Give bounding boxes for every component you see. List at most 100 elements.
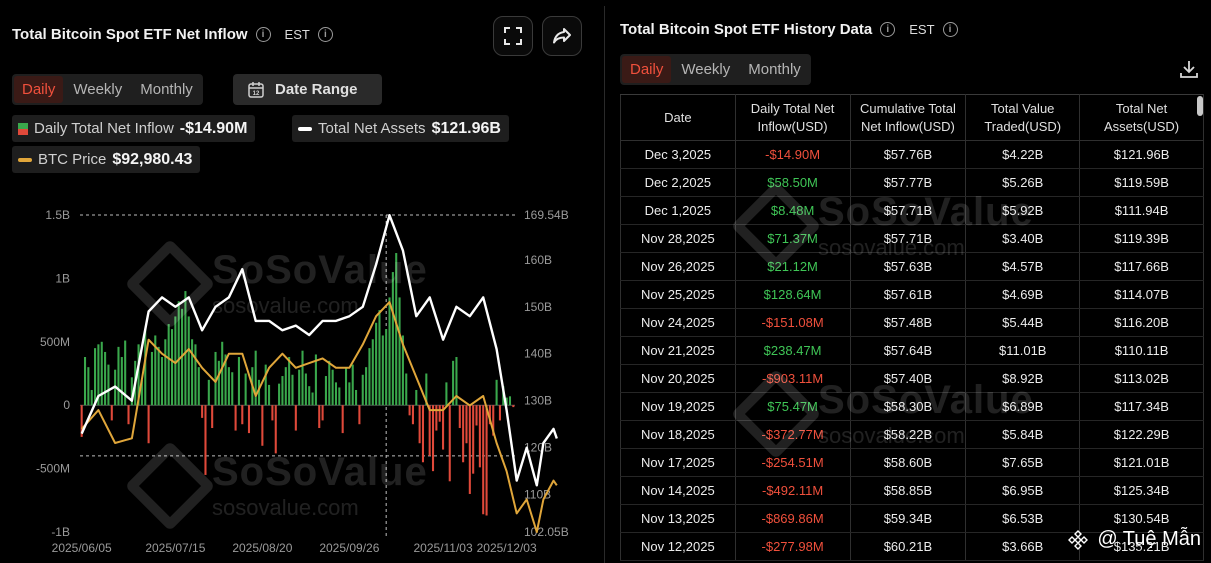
tab-monthly[interactable]: Monthly: [748, 61, 801, 78]
calendar-icon: 12: [248, 81, 264, 98]
inflow-bar: [104, 351, 107, 406]
table-row[interactable]: Dec 2,2025 $58.50M $57.77B $5.26B $119.59B: [620, 168, 1204, 197]
inflow-bar: [351, 364, 354, 406]
cell-net-assets: $122.29B: [1079, 420, 1204, 449]
table-row[interactable]: Nov 28,2025 $71.37M $57.71B $3.40B $119.39B: [620, 224, 1204, 253]
right-axis-tick-label: 160B: [524, 253, 552, 267]
tab-daily[interactable]: Daily: [14, 76, 64, 103]
timezone-info-icon[interactable]: i: [942, 22, 958, 37]
inflow-bar: [144, 329, 147, 406]
inflow-bar: [405, 373, 408, 406]
legend-btc-label: BTC Price: [38, 151, 107, 168]
inflow-bar: [83, 357, 87, 406]
inflow-bar: [398, 297, 401, 406]
inflow-bar: [120, 357, 123, 406]
inflow-bar: [314, 354, 317, 406]
inflow-bar: [268, 384, 271, 406]
col-value-traded[interactable]: Total Value Traded(USD): [965, 94, 1081, 141]
expand-button[interactable]: [493, 16, 533, 56]
inflow-bar: [318, 405, 321, 429]
table-row[interactable]: Nov 18,2025 -$372.77M $58.22B $5.84B $122.29…: [620, 420, 1204, 449]
inflow-bar: [281, 376, 284, 406]
x-axis-tick-label: 2025/08/20: [232, 541, 292, 555]
timezone-info-icon[interactable]: i: [317, 27, 333, 42]
tab-daily[interactable]: Daily: [622, 56, 672, 83]
cell-value-traded: $11.01B: [965, 336, 1081, 365]
inflow-bar: [348, 382, 351, 406]
inflow-bar: [321, 405, 324, 421]
table-header: Total Bitcoin Spot ETF History Data i ES…: [620, 21, 958, 38]
tab-weekly[interactable]: Weekly: [681, 61, 731, 78]
period-tabs: Daily Weekly Monthly: [12, 74, 203, 105]
col-date[interactable]: Date: [620, 94, 736, 141]
info-icon[interactable]: i: [880, 22, 896, 37]
cell-daily-inflow: $238.47M: [735, 336, 851, 365]
inflow-bar: [375, 322, 378, 406]
table-row[interactable]: Dec 1,2025 $8.48M $57.71B $5.92B $111.94B: [620, 196, 1204, 225]
cell-daily-inflow: $8.48M: [735, 196, 851, 225]
timezone-label: EST: [909, 22, 935, 37]
table-scrollbar[interactable]: [1197, 96, 1203, 116]
table-row[interactable]: Nov 24,2025 -$151.08M $57.48B $5.44B $116.20…: [620, 308, 1204, 337]
table-row[interactable]: Nov 13,2025 -$869.86M $59.34B $6.53B $130.54…: [620, 504, 1204, 533]
table-row[interactable]: Nov 19,2025 $75.47M $58.30B $6.89B $117.34B: [620, 392, 1204, 421]
inflow-bar: [264, 364, 267, 406]
inflow-bar: [371, 339, 374, 406]
col-net-assets[interactable]: Total Net Assets(USD): [1079, 94, 1204, 141]
inflow-bar: [164, 339, 167, 406]
table-title: Total Bitcoin Spot ETF History Data: [620, 21, 873, 38]
info-icon[interactable]: i: [255, 27, 271, 42]
table-row[interactable]: Nov 21,2025 $238.47M $57.64B $11.01B $110.11…: [620, 336, 1204, 365]
inflow-bar: [408, 405, 411, 416]
tab-weekly[interactable]: Weekly: [73, 81, 123, 98]
table-row[interactable]: Nov 14,2025 -$492.11M $58.85B $6.95B $125.34…: [620, 476, 1204, 505]
table-row[interactable]: Nov 26,2025 $21.12M $57.63B $4.57B $117.66B: [620, 252, 1204, 281]
tab-monthly[interactable]: Monthly: [140, 81, 193, 98]
share-button[interactable]: [542, 16, 582, 56]
inflow-swatch: [18, 122, 28, 135]
inflow-bar: [157, 346, 160, 406]
inflow-bar: [475, 405, 478, 426]
inflow-bar: [194, 344, 197, 406]
inflow-bar: [455, 357, 458, 406]
inflow-bar: [391, 272, 394, 406]
col-cumulative-inflow[interactable]: Cumulative Total Net Inflow(USD): [849, 94, 967, 141]
inflow-bar: [167, 324, 170, 406]
left-axis-tick-label: 0: [63, 398, 70, 412]
inflow-chart[interactable]: 1.5B 1B 500M 0 -500M -1B 169.54B 160B 150B 140B 13…: [0, 200, 600, 563]
download-button[interactable]: [1178, 58, 1200, 85]
cell-daily-inflow: $71.37M: [735, 224, 851, 253]
table-row[interactable]: Dec 3,2025 -$14.90M $57.76B $4.22B $121.96B: [620, 140, 1204, 169]
table-row[interactable]: Nov 12,2025 -$277.98M $60.21B $3.66B $135.21…: [620, 532, 1204, 561]
inflow-bar: [191, 339, 194, 406]
date-range-button[interactable]: 12 Date Range: [233, 74, 382, 105]
inflow-bar: [344, 368, 348, 406]
table-row[interactable]: Nov 25,2025 $128.64M $57.61B $4.69B $114.07B: [620, 280, 1204, 309]
inflow-bar: [247, 405, 251, 434]
cell-daily-inflow: -$277.98M: [735, 532, 851, 561]
legend-btc-value: $92,980.43: [112, 150, 193, 168]
cell-value-traded: $3.66B: [965, 532, 1081, 561]
cell-date: Nov 13,2025: [620, 504, 736, 533]
inflow-bar: [298, 369, 301, 406]
inflow-bar: [288, 357, 291, 406]
inflow-bar: [254, 350, 257, 406]
table-row[interactable]: Nov 20,2025 -$903.11M $57.40B $8.92B $113.02…: [620, 364, 1204, 393]
cell-net-assets: $114.07B: [1079, 280, 1204, 309]
right-axis-tick-label: 120B: [524, 441, 552, 455]
cell-cumulative-inflow: $59.34B: [850, 504, 967, 533]
table-row[interactable]: Nov 17,2025 -$254.51M $58.60B $7.65B $121.01…: [620, 448, 1204, 477]
legend-inflow[interactable]: Daily Total Net Inflow -$14.90M: [12, 115, 256, 142]
cell-value-traded: $8.92B: [965, 364, 1081, 393]
left-axis-tick-label: -1B: [51, 525, 70, 539]
legend-assets[interactable]: Total Net Assets $121.96B: [292, 115, 509, 142]
cell-cumulative-inflow: $57.61B: [850, 280, 967, 309]
inflow-bar: [385, 329, 388, 406]
cell-date: Nov 20,2025: [620, 364, 736, 393]
col-daily-inflow[interactable]: Daily Total Net Inflow(USD): [734, 94, 851, 141]
cell-daily-inflow: -$492.11M: [735, 476, 851, 505]
cell-net-assets: $121.01B: [1079, 448, 1204, 477]
inflow-bar: [174, 316, 177, 406]
inflow-bar: [418, 405, 421, 444]
legend-btc[interactable]: BTC Price $92,980.43: [12, 146, 201, 173]
